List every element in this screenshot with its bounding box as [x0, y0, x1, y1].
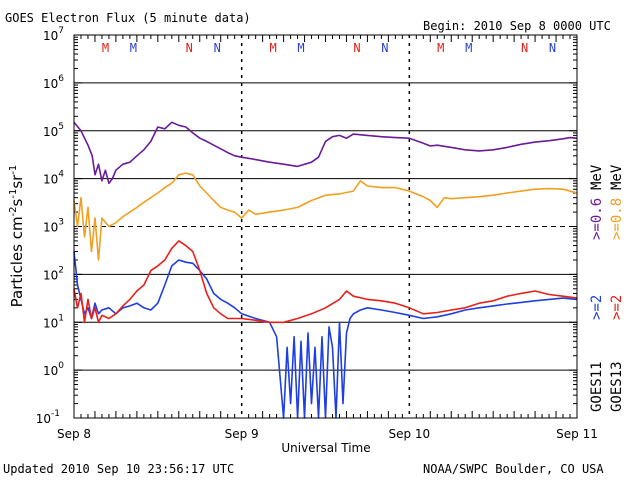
y-tick-label: 102 [43, 265, 64, 282]
x-tick-label: Sep 11 [556, 427, 598, 441]
plot-frame [73, 34, 578, 419]
noon-midnight-marker: M [437, 41, 444, 55]
noon-midnight-marker: M [297, 41, 304, 55]
x-tick-label: Sep 8 [57, 427, 91, 441]
y-axis-label-text: Particles cm-2s-1sr-1 [8, 165, 26, 308]
updated-timestamp: Updated 2010 Sep 10 23:56:17 UTC [3, 462, 234, 476]
legend-goes11-gt06: >=0.6 [589, 198, 605, 240]
legend-goes13-gt2: >=2 [609, 295, 625, 320]
noon-midnight-marker: N [521, 41, 528, 55]
noon-midnight-marker: M [269, 41, 276, 55]
x-tick-label: Sep 10 [388, 427, 430, 441]
series-line [73, 172, 578, 261]
noon-midnight-marker: N [549, 41, 556, 55]
credit-label: NOAA/SWPC Boulder, CO USA [423, 462, 604, 476]
y-tick-label: 103 [43, 218, 64, 235]
series-line [73, 121, 578, 185]
begin-time-label: Begin: 2010 Sep 8 0000 UTC [423, 19, 611, 33]
legend-goes11-gt2: >=2 [589, 295, 605, 320]
noon-midnight-marker: N [186, 41, 193, 55]
legend-goes13-gt08: >=0.8 [609, 198, 625, 240]
noon-midnight-marker: M [465, 41, 472, 55]
x-axis-label: Universal Time [281, 441, 370, 455]
grid-layer [74, 35, 577, 418]
y-tick-label: 104 [43, 170, 64, 187]
legend-unit-11: MeV [589, 164, 605, 190]
noon-midnight-marker: N [381, 41, 388, 55]
noon-midnight-marker: M [130, 41, 137, 55]
y-tick-label: 105 [43, 122, 64, 139]
noon-midnight-marker: N [214, 41, 221, 55]
series-layer [73, 121, 578, 419]
y-axis-label: Particles cm-2s-1sr-1 [8, 165, 26, 308]
y-tick-label: 107 [43, 26, 64, 43]
y-tick-label: 101 [43, 313, 64, 330]
y-tick-label: 106 [43, 74, 64, 91]
series-line [73, 240, 578, 324]
y-tick-label: 10-1 [36, 409, 60, 426]
legend-goes13: GOES13 [609, 361, 625, 412]
noon-midnight-marker: N [353, 41, 360, 55]
legend-goes11: GOES11 [589, 361, 605, 412]
x-tick-label: Sep 9 [225, 427, 259, 441]
y-tick-label: 100 [43, 361, 64, 378]
noon-midnight-marker: M [102, 41, 109, 55]
series-line [73, 251, 578, 419]
legend-unit-13: MeV [609, 164, 625, 190]
tick-layer: 10-1 100 101 102 103 104 105 106 107 Sep 8 Sep 9 Se… [36, 26, 598, 441]
chart-title: GOES Electron Flux (5 minute data) [5, 11, 251, 25]
